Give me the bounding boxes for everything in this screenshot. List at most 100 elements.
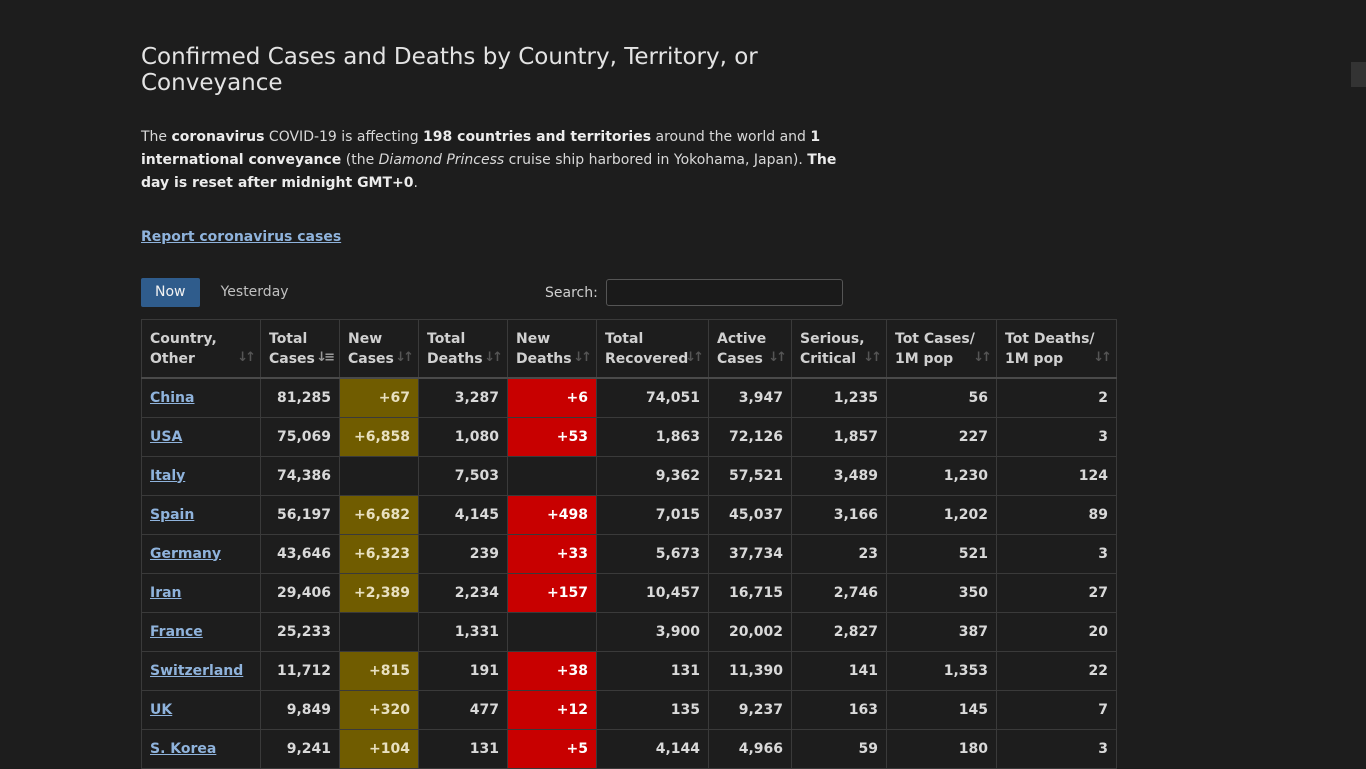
country-link[interactable]: S. Korea [150,740,217,757]
table-row: Spain 56,197 +6,682 4,145 +498 7,015 45,037 3,1… [141,494,1117,535]
cell-new-deaths: +6 [507,377,597,418]
cell-serious-critical: 1,857 [791,416,887,457]
sort-both-icon: ↓↑ [484,350,503,365]
sort-both-icon: ↓↑ [973,350,992,365]
header-label: Cases [348,351,394,367]
sort-descending-icon: ↓≡ [316,350,335,365]
header-label: New [348,331,383,347]
header-new-deaths[interactable]: New Deaths ↓↑ [507,319,597,379]
cell-serious-critical: 23 [791,533,887,574]
cell-tot-deaths-1m: 89 [996,494,1117,535]
table-row: USA 75,069 +6,858 1,080 +53 1,863 72,126 1,857 2… [141,416,1117,457]
header-country[interactable]: Country, Other ↓↑ [141,319,261,379]
cell-total-cases: 25,233 [260,611,340,652]
search-input[interactable] [605,279,843,306]
country-link[interactable]: Italy [150,467,186,484]
header-label: Deaths [516,351,572,367]
country-link[interactable]: Spain [150,506,195,523]
intro-bold-countries: 198 countries and territories [423,129,652,145]
cell-tot-cases-1m: 350 [886,572,997,613]
cell-country: France [141,611,261,652]
cell-active-cases: 9,237 [708,689,792,730]
sort-both-icon: ↓↑ [685,350,704,365]
cell-total-recovered: 1,863 [596,416,709,457]
cell-tot-deaths-1m: 22 [996,650,1117,691]
header-serious-critical[interactable]: Serious, Critical ↓↑ [791,319,887,379]
header-label: Recovered [605,351,689,367]
intro-bold-conveyance: 1 international conveyance [141,129,821,168]
intro-text: . [413,175,418,191]
report-cases-link[interactable]: Report coronavirus cases [141,229,342,245]
header-label: New [516,331,551,347]
country-link[interactable]: China [150,389,195,406]
cell-total-recovered: 4,144 [596,728,709,769]
cell-tot-cases-1m: 387 [886,611,997,652]
search-box: Search: [545,278,843,307]
cell-new-cases: +2,389 [339,572,419,613]
cell-total-recovered: 74,051 [596,377,709,418]
cell-total-recovered: 5,673 [596,533,709,574]
cell-new-deaths: +498 [507,494,597,535]
cell-tot-cases-1m: 1,353 [886,650,997,691]
table-header-row: Country, Other ↓↑ Total Cases ↓≡ New Cases ↓↑ … [141,319,1117,379]
cell-new-deaths: +5 [507,728,597,769]
cell-total-deaths: 239 [418,533,508,574]
country-link[interactable]: France [150,623,203,640]
cell-total-deaths: 3,287 [418,377,508,418]
cell-new-cases: +6,682 [339,494,419,535]
cell-serious-critical: 163 [791,689,887,730]
header-label: Active [717,331,767,347]
header-total-deaths[interactable]: Total Deaths ↓↑ [418,319,508,379]
header-label: Critical [800,351,857,367]
intro-text: The [141,129,172,145]
cell-total-deaths: 2,234 [418,572,508,613]
tab-yesterday[interactable]: Yesterday [220,284,289,300]
country-link[interactable]: Iran [150,584,182,601]
cell-new-deaths: +157 [507,572,597,613]
country-link[interactable]: Switzerland [150,662,244,679]
country-link[interactable]: USA [150,428,183,445]
cell-total-cases: 29,406 [260,572,340,613]
tab-now[interactable]: Now [141,278,200,307]
cell-new-cases: +815 [339,650,419,691]
cell-tot-cases-1m: 521 [886,533,997,574]
cell-country: Spain [141,494,261,535]
cell-tot-cases-1m: 1,202 [886,494,997,535]
cell-active-cases: 16,715 [708,572,792,613]
country-link[interactable]: Germany [150,545,222,562]
cell-total-deaths: 1,331 [418,611,508,652]
scrollbar-thumb[interactable] [1351,62,1366,87]
header-label: Tot Deaths/ [1005,331,1095,347]
cell-total-recovered: 10,457 [596,572,709,613]
header-label: Cases [269,351,315,367]
cell-active-cases: 20,002 [708,611,792,652]
cell-new-deaths: +53 [507,416,597,457]
header-label: Cases [717,351,763,367]
header-new-cases[interactable]: New Cases ↓↑ [339,319,419,379]
cell-total-deaths: 4,145 [418,494,508,535]
table-body: China 81,285 +67 3,287 +6 74,051 3,947 1,235 56 2… [141,377,1117,769]
cell-serious-critical: 59 [791,728,887,769]
cell-active-cases: 57,521 [708,455,792,496]
sort-both-icon: ↓↑ [573,350,592,365]
cell-total-recovered: 131 [596,650,709,691]
header-active-cases[interactable]: Active Cases ↓↑ [708,319,792,379]
intro-bold-coronavirus: coronavirus [171,129,265,145]
cell-tot-deaths-1m: 124 [996,455,1117,496]
header-label: Tot Cases/ [895,331,975,347]
header-label: Deaths [427,351,483,367]
header-total-recovered[interactable]: Total Recovered ↓↑ [596,319,709,379]
cell-new-cases: +104 [339,728,419,769]
header-total-cases[interactable]: Total Cases ↓≡ [260,319,340,379]
header-label: Total [427,331,466,347]
country-link[interactable]: UK [150,701,173,718]
header-tot-cases-1m[interactable]: Tot Cases/1M pop ↓↑ [886,319,997,379]
cell-serious-critical: 1,235 [791,377,887,418]
header-tot-deaths-1m[interactable]: Tot Deaths/1M pop ↓↑ [996,319,1117,379]
cell-serious-critical: 2,827 [791,611,887,652]
cell-total-cases: 9,241 [260,728,340,769]
page-title: Confirmed Cases and Deaths by Country, T… [141,44,758,96]
table-row: Iran 29,406 +2,389 2,234 +157 10,457 16,715 2,7… [141,572,1117,613]
cell-total-deaths: 1,080 [418,416,508,457]
cell-active-cases: 11,390 [708,650,792,691]
